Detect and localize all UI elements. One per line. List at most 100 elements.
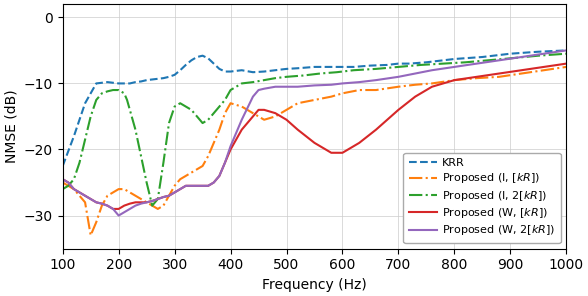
Proposed (I, 2[$kR$])	[440, 62, 447, 65]
Proposed (I, 2[$kR$])	[211, 111, 218, 115]
Proposed (W, 2[$kR$])	[59, 177, 66, 181]
KRR	[132, 80, 139, 84]
KRR	[507, 52, 514, 55]
Proposed (I, 2[$kR$])	[272, 76, 279, 80]
Proposed (I, 2[$kR$])	[507, 57, 514, 60]
Proposed (W, [$kR$])	[165, 194, 172, 197]
KRR	[115, 82, 122, 85]
Proposed (W, 2[$kR$])	[82, 194, 89, 197]
KRR	[395, 62, 402, 65]
Proposed (I, 2[$kR$])	[199, 121, 206, 125]
Proposed (W, [$kR$])	[496, 72, 503, 75]
KRR	[171, 73, 178, 77]
Line: Proposed (W, [$kR$]): Proposed (W, [$kR$])	[63, 64, 566, 209]
KRR	[260, 70, 268, 73]
KRR	[350, 65, 357, 69]
Proposed (I, 2[$kR$])	[373, 67, 380, 71]
KRR	[176, 68, 183, 72]
KRR	[143, 78, 150, 82]
KRR	[126, 82, 133, 85]
Proposed (W, 2[$kR$])	[249, 95, 256, 98]
KRR	[93, 82, 100, 85]
Proposed (I, 2[$kR$])	[283, 75, 290, 79]
Proposed (I, 2[$kR$])	[238, 82, 245, 85]
Proposed (W, [$kR$])	[563, 62, 570, 65]
KRR	[563, 49, 570, 52]
KRR	[294, 67, 301, 70]
Proposed (W, 2[$kR$])	[496, 59, 503, 62]
Proposed (W, 2[$kR$])	[563, 49, 570, 52]
Proposed (I, [$kR$])	[149, 204, 156, 207]
Proposed (I, 2[$kR$])	[300, 74, 307, 77]
Proposed (W, [$kR$])	[59, 177, 66, 181]
KRR	[451, 57, 458, 61]
Proposed (I, 2[$kR$])	[143, 181, 150, 184]
KRR	[182, 63, 189, 67]
Proposed (I, [$kR$])	[540, 68, 547, 72]
Y-axis label: NMSE (dB): NMSE (dB)	[4, 90, 18, 163]
Proposed (I, [$kR$])	[59, 181, 66, 184]
Proposed (I, 2[$kR$])	[216, 105, 223, 108]
Proposed (I, 2[$kR$])	[171, 105, 178, 108]
KRR	[339, 65, 346, 69]
Proposed (I, [$kR$])	[563, 65, 570, 69]
KRR	[59, 164, 66, 168]
Proposed (I, 2[$kR$])	[227, 88, 234, 92]
Line: Proposed (I, [$kR$]): Proposed (I, [$kR$])	[63, 67, 566, 235]
Line: KRR: KRR	[63, 50, 566, 166]
KRR	[211, 62, 218, 65]
Proposed (I, 2[$kR$])	[534, 54, 542, 57]
KRR	[479, 55, 486, 59]
Proposed (I, 2[$kR$])	[104, 90, 111, 93]
Proposed (I, 2[$kR$])	[188, 108, 195, 112]
X-axis label: Frequency (Hz): Frequency (Hz)	[262, 278, 367, 292]
Proposed (I, [$kR$])	[126, 191, 133, 194]
Proposed (W, 2[$kR$])	[260, 87, 268, 91]
KRR	[205, 57, 212, 60]
Proposed (I, 2[$kR$])	[76, 161, 83, 165]
KRR	[216, 67, 223, 71]
KRR	[283, 67, 290, 71]
Proposed (I, [$kR$])	[272, 115, 279, 118]
KRR	[249, 70, 256, 74]
KRR	[71, 134, 78, 138]
Line: Proposed (W, 2[$kR$]): Proposed (W, 2[$kR$])	[63, 50, 566, 215]
Proposed (I, 2[$kR$])	[165, 121, 172, 125]
Proposed (I, 2[$kR$])	[98, 91, 105, 95]
KRR	[165, 75, 172, 79]
KRR	[82, 102, 89, 105]
KRR	[149, 78, 156, 81]
KRR	[311, 65, 318, 69]
Proposed (I, 2[$kR$])	[260, 78, 268, 82]
Proposed (I, 2[$kR$])	[193, 115, 201, 118]
KRR	[367, 64, 374, 67]
Proposed (I, 2[$kR$])	[205, 118, 212, 122]
Proposed (I, 2[$kR$])	[485, 59, 492, 62]
Proposed (I, 2[$kR$])	[109, 88, 116, 92]
Proposed (I, 2[$kR$])	[316, 72, 323, 75]
Proposed (I, 2[$kR$])	[176, 102, 183, 105]
Proposed (I, 2[$kR$])	[249, 80, 256, 84]
KRR	[227, 70, 234, 73]
Proposed (W, [$kR$])	[82, 194, 89, 197]
Legend: KRR, Proposed (I, [$kR$]), Proposed (I, 2[$kR$]), Proposed (W, [$kR$]), Proposed: KRR, Proposed (I, [$kR$]), Proposed (I, …	[403, 152, 561, 243]
Proposed (I, 2[$kR$])	[121, 91, 128, 95]
Proposed (W, 2[$kR$])	[165, 194, 172, 197]
KRR	[199, 54, 206, 57]
KRR	[138, 80, 145, 83]
Proposed (I, 2[$kR$])	[87, 115, 94, 118]
Proposed (I, 2[$kR$])	[154, 197, 161, 201]
KRR	[534, 50, 542, 54]
Proposed (I, [$kR$])	[154, 207, 161, 211]
KRR	[121, 82, 128, 85]
Proposed (I, 2[$kR$])	[123, 98, 131, 102]
Proposed (W, [$kR$])	[199, 184, 206, 188]
KRR	[154, 77, 161, 81]
Proposed (W, [$kR$])	[260, 108, 268, 112]
Proposed (I, 2[$kR$])	[350, 68, 357, 72]
Proposed (I, 2[$kR$])	[563, 52, 570, 55]
Proposed (I, 2[$kR$])	[182, 105, 189, 108]
Proposed (I, 2[$kR$])	[93, 98, 100, 102]
Proposed (I, 2[$kR$])	[59, 187, 66, 191]
Proposed (I, 2[$kR$])	[115, 88, 122, 92]
